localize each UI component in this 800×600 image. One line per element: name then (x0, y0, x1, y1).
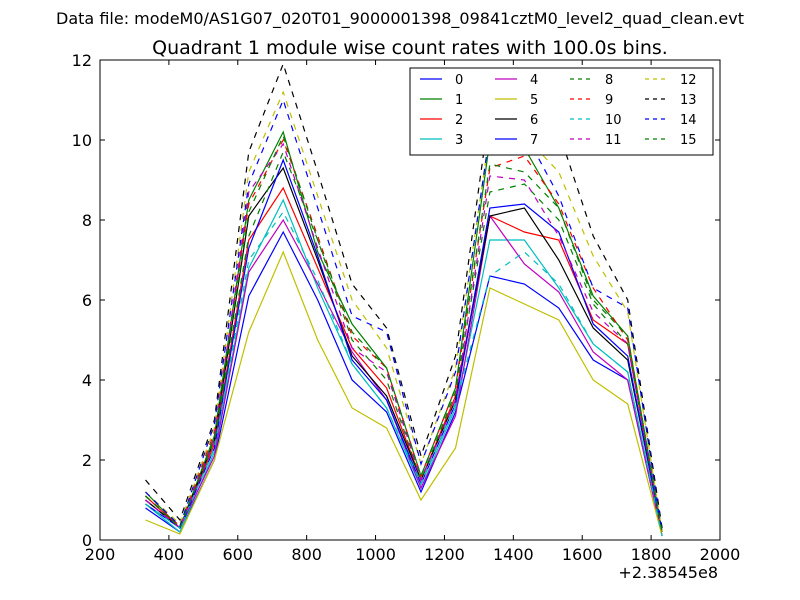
series-line-3 (145, 198, 663, 537)
series-line-15 (145, 134, 663, 533)
legend-label-15: 15 (680, 133, 697, 148)
series-line-13 (145, 62, 663, 529)
legend-label-9: 9 (605, 93, 613, 108)
legend-label-1: 1 (455, 93, 463, 108)
x-tick-label: 800 (291, 545, 322, 564)
series-line-0 (145, 230, 663, 537)
y-tick-label: 12 (72, 51, 92, 70)
legend-label-10: 10 (605, 113, 622, 128)
y-tick-label: 10 (72, 131, 92, 150)
legend-label-5: 5 (530, 93, 538, 108)
legend-label-7: 7 (530, 133, 538, 148)
legend-label-11: 11 (605, 133, 622, 148)
x-tick-label: 1200 (424, 545, 465, 564)
x-tick-label: 1400 (493, 545, 534, 564)
y-tick-label: 4 (82, 371, 92, 390)
series-line-4 (145, 214, 663, 537)
legend-label-3: 3 (455, 133, 463, 148)
series-line-8 (145, 150, 663, 533)
x-tick-label: 200 (85, 545, 116, 564)
legend-label-2: 2 (455, 113, 463, 128)
series-line-14 (145, 98, 663, 533)
x-tick-label: 600 (223, 545, 254, 564)
legend-label-12: 12 (680, 73, 697, 88)
y-tick-label: 6 (82, 291, 92, 310)
x-tick-label: 1600 (562, 545, 603, 564)
y-tick-label: 8 (82, 211, 92, 230)
series-line-1 (145, 130, 663, 533)
series-line-5 (145, 250, 663, 537)
legend-label-0: 0 (455, 73, 463, 88)
x-tick-label: 2000 (700, 545, 741, 564)
chart-title: Quadrant 1 module wise count rates with … (152, 37, 668, 59)
ticks-layer: 200 400 600 800 1000 1200 1400 1600 1800 2000 0 2 4 6… (72, 51, 741, 564)
legend-label-6: 6 (530, 113, 538, 128)
legend-label-13: 13 (680, 93, 697, 108)
x-offset-label: +2.38545e8 (618, 563, 718, 582)
legend-label-8: 8 (605, 73, 613, 88)
legend-box (409, 67, 714, 156)
data-file-label: Data file: modeM0/AS1G07_020T01_90000013… (56, 9, 744, 29)
series-line-6 (145, 166, 663, 533)
x-tick-label: 1800 (631, 545, 672, 564)
x-tick-label: 400 (154, 545, 185, 564)
legend-label-14: 14 (680, 113, 697, 128)
series-line-2 (145, 186, 663, 533)
series-line-7 (145, 158, 663, 533)
series-layer (145, 62, 663, 537)
series-line-11 (145, 142, 663, 533)
x-tick-label: 1000 (355, 545, 396, 564)
y-tick-label: 2 (82, 451, 92, 470)
legend-label-4: 4 (530, 73, 538, 88)
y-tick-label: 0 (82, 531, 92, 550)
